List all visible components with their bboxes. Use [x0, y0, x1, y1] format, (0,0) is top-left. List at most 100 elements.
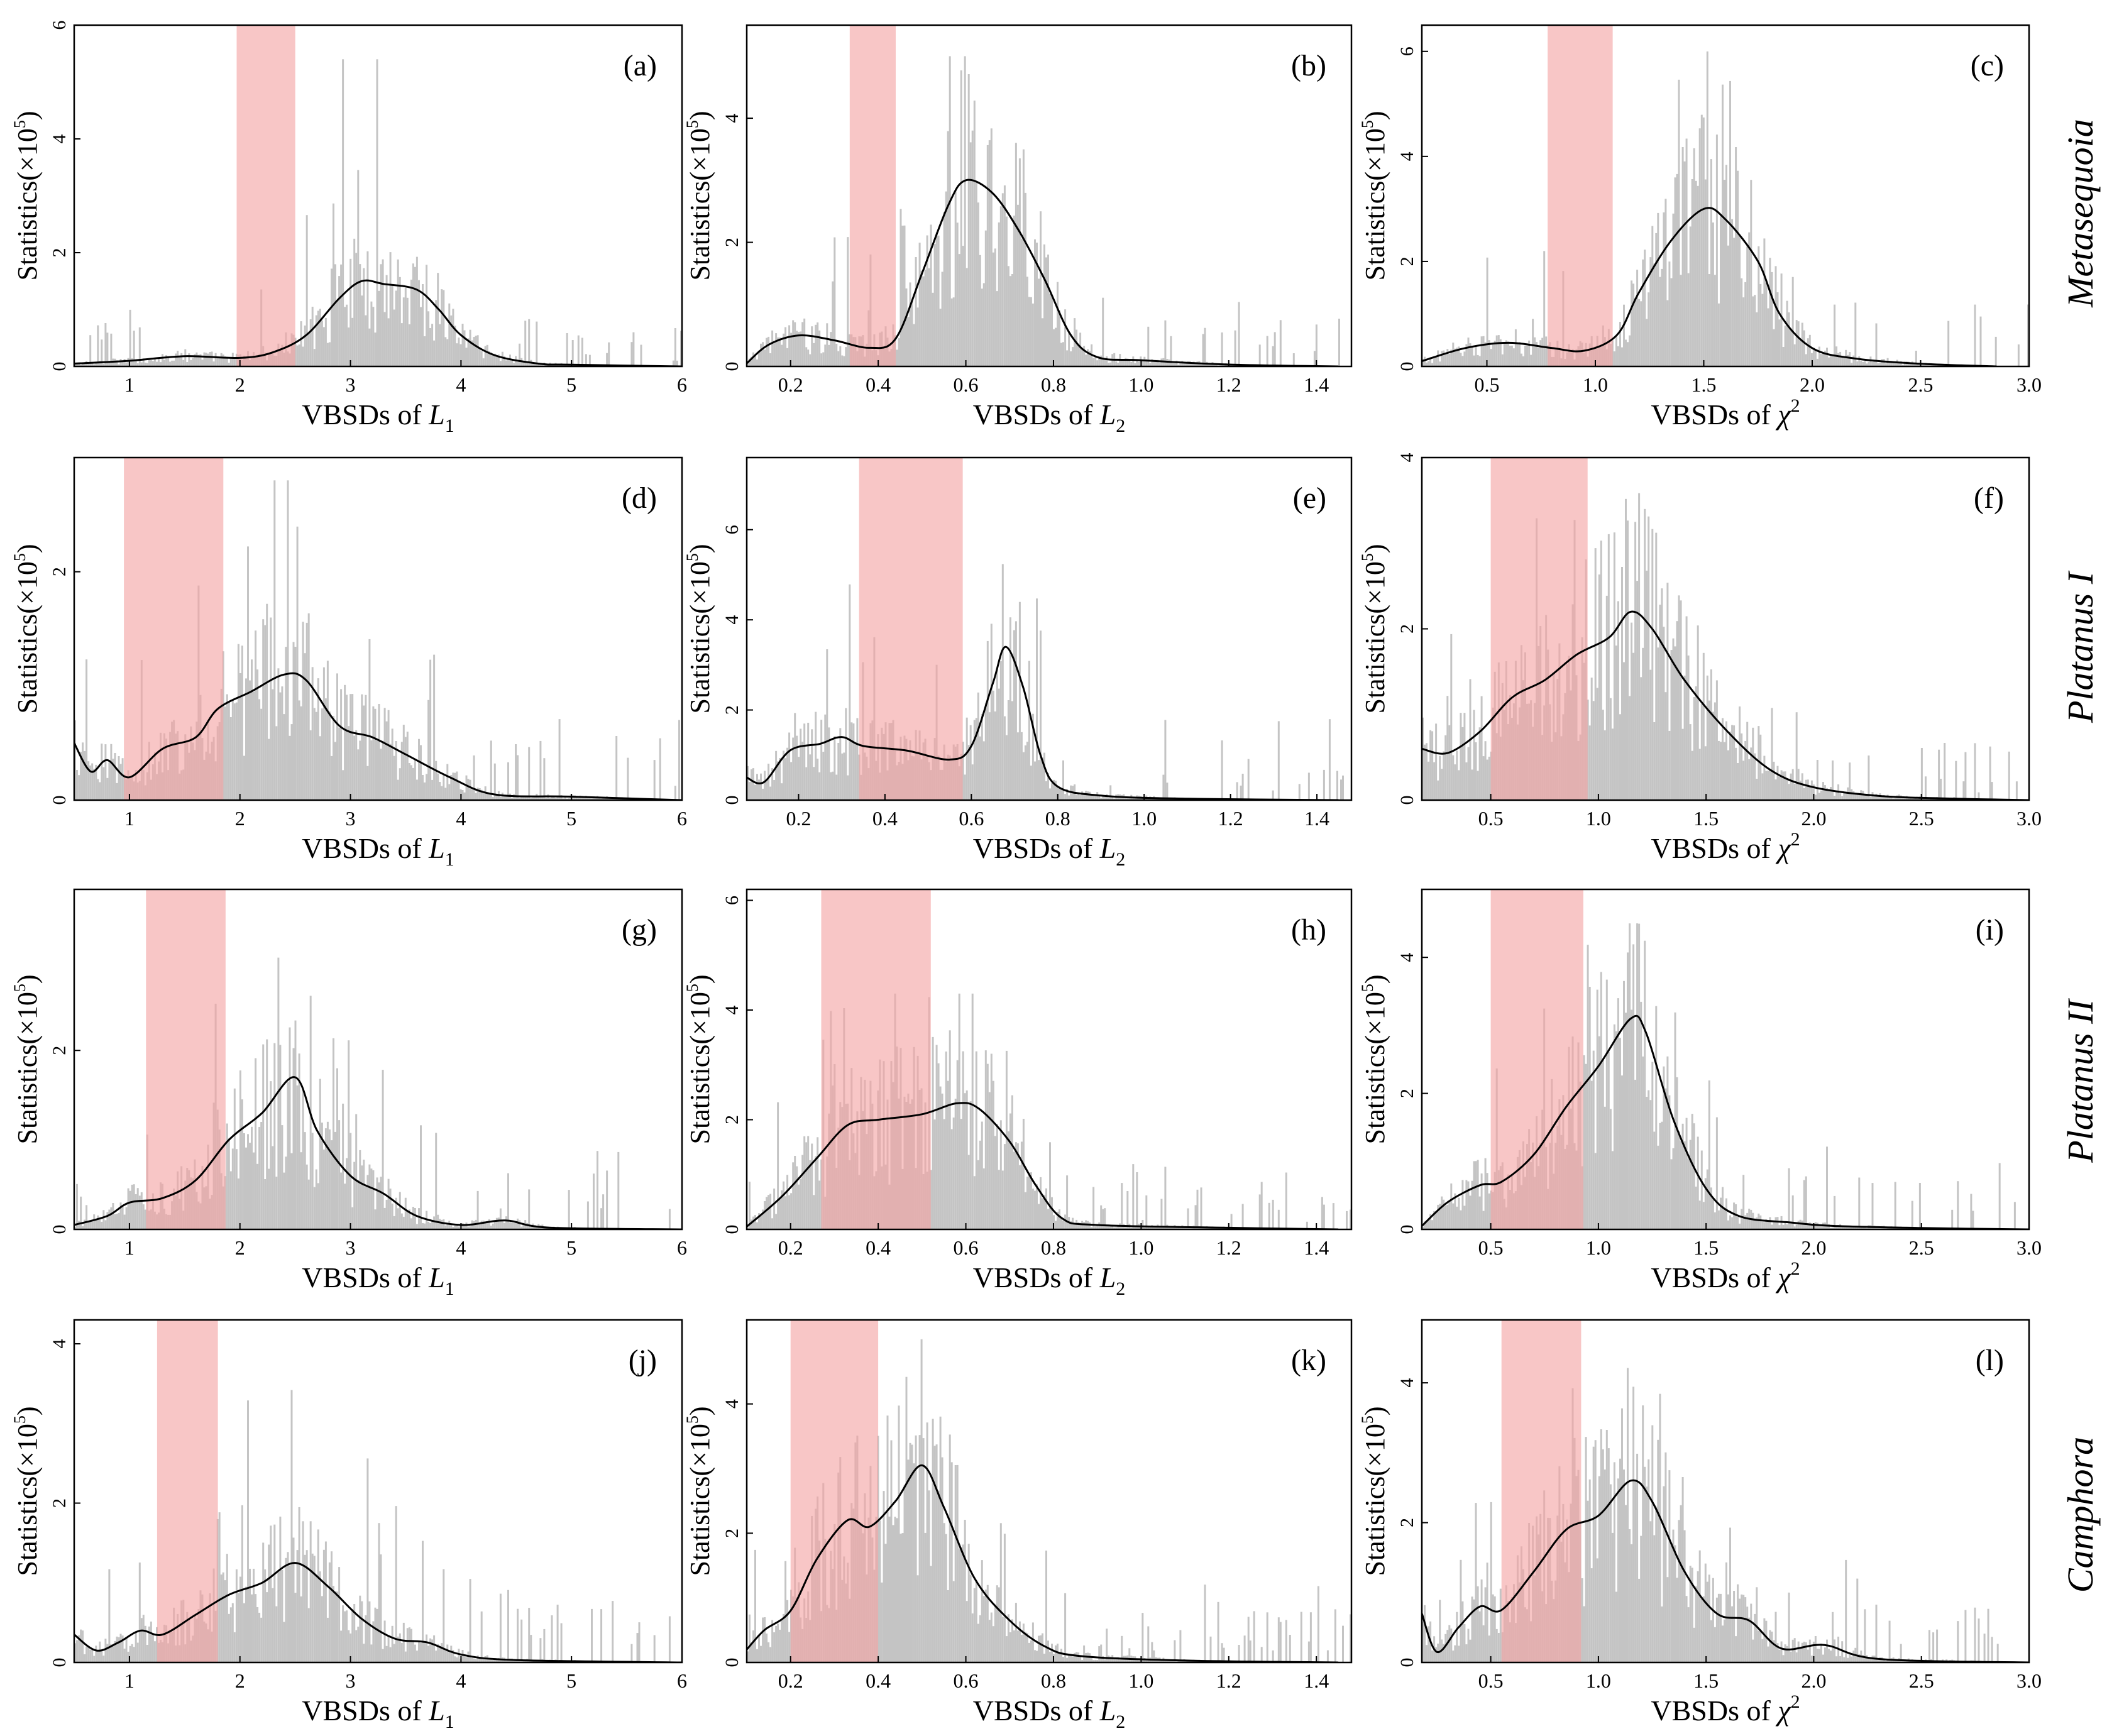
histogram-bar	[366, 1458, 368, 1662]
histogram-bar	[1731, 1607, 1733, 1662]
histogram-bar	[1701, 115, 1703, 366]
histogram-bar	[1862, 791, 1864, 800]
histogram-bar	[104, 1639, 106, 1662]
histogram-bar	[1735, 1636, 1737, 1662]
y-axis-label-close: )	[12, 974, 43, 984]
x-axis-subscript: 2	[1116, 415, 1125, 436]
histogram-bar	[251, 659, 253, 800]
histogram-bar	[942, 1094, 943, 1229]
histogram-bar	[1475, 1161, 1477, 1229]
histogram-bar	[1716, 135, 1718, 366]
histogram-bar	[979, 1615, 981, 1662]
y-axis-label: Statistics(×105)	[683, 1406, 715, 1576]
histogram-bar	[1593, 1447, 1595, 1662]
x-axis-superscript: 2	[1791, 829, 1800, 850]
histogram-bar	[813, 1195, 815, 1229]
histogram-bar	[424, 1224, 426, 1229]
histogram-bar	[1424, 745, 1426, 800]
histogram-bar	[1668, 1096, 1670, 1229]
histogram-bar	[1731, 1217, 1733, 1229]
histogram-bar	[993, 691, 994, 800]
histogram-bar	[154, 1641, 156, 1662]
x-axis-symbol: χ	[1775, 398, 1791, 431]
histogram-bar	[329, 1563, 331, 1662]
histogram-bar	[1461, 727, 1463, 800]
histogram-bar	[384, 1620, 386, 1662]
histogram-bar	[1794, 1638, 1796, 1662]
histogram-bar	[991, 624, 993, 800]
histogram-bar	[1785, 326, 1786, 366]
histogram-bar	[357, 1627, 359, 1662]
histogram-bar	[1758, 1214, 1759, 1229]
histogram-bar	[993, 1626, 994, 1662]
histogram-bar	[490, 740, 492, 800]
y-axis-label-close: )	[1360, 111, 1390, 120]
histogram-bar	[1974, 1608, 1976, 1662]
histogram-bar	[84, 1654, 85, 1662]
histogram-bar	[600, 1208, 602, 1229]
histogram-bar	[784, 327, 786, 367]
histogram-bar	[270, 618, 272, 801]
histogram-bar	[429, 1639, 431, 1662]
histogram-bar	[1524, 346, 1526, 366]
histogram-bar	[1820, 354, 1822, 366]
histogram-bar	[1805, 780, 1807, 800]
histogram-bar	[1699, 749, 1701, 800]
histogram-bar	[1737, 1585, 1739, 1662]
histogram-bar	[1494, 341, 1496, 366]
histogram-bar	[1513, 348, 1515, 366]
histogram-bar	[325, 698, 327, 800]
histogram-bar	[817, 322, 818, 366]
histogram-bar	[960, 70, 962, 366]
histogram-bar	[401, 1643, 403, 1662]
histogram-bar	[993, 1081, 994, 1229]
histogram-bar	[427, 311, 429, 366]
x-tick-label: 0.5	[1478, 1669, 1504, 1692]
histogram-bar	[226, 695, 228, 800]
histogram-bar	[312, 1554, 314, 1662]
histogram-bar	[106, 778, 108, 800]
histogram-bar	[359, 740, 361, 800]
plot-area	[1422, 458, 2029, 800]
x-tick-label: 1.2	[1216, 1669, 1241, 1692]
histogram-bar	[1663, 627, 1664, 800]
histogram-bar	[900, 209, 902, 367]
x-axis-subscript: 2	[1116, 849, 1125, 870]
histogram-bar	[517, 1609, 519, 1662]
histogram-bar	[1450, 634, 1452, 800]
histogram-bar	[769, 353, 771, 366]
histogram-bar	[1197, 1190, 1199, 1229]
histogram-bar	[925, 1533, 927, 1662]
histogram-bar	[238, 1593, 239, 1662]
x-axis-symbol: L	[428, 832, 445, 864]
histogram-bar	[1680, 600, 1682, 800]
histogram-bar	[426, 1635, 427, 1663]
histogram-bar	[566, 333, 568, 366]
histogram-bar	[1481, 1579, 1483, 1662]
x-tick-label: 3.0	[2016, 807, 2042, 830]
histogram-bar	[1009, 276, 1011, 366]
histogram-bar	[749, 1182, 751, 1229]
histogram-bar	[2008, 752, 2010, 800]
histogram-bar	[372, 1170, 374, 1229]
x-tick-label: 2.0	[1801, 1669, 1826, 1692]
histogram-bar	[1500, 1589, 1502, 1662]
histogram-bar	[466, 1222, 468, 1229]
plot-area	[1422, 1320, 2029, 1662]
histogram-bar	[833, 238, 835, 366]
histogram-bar	[1631, 1544, 1632, 1662]
histogram-bar	[1488, 1194, 1490, 1229]
histogram-bar	[462, 324, 464, 366]
histogram-bar	[405, 737, 407, 801]
x-axis-label: VBSDs of L1	[302, 398, 454, 436]
histogram-bar	[1460, 1560, 1461, 1662]
histogram-bar	[1826, 1146, 1828, 1229]
histogram-bar	[1006, 735, 1008, 800]
histogram-bar	[1623, 662, 1625, 801]
histogram-bar	[830, 772, 832, 800]
histogram-bar	[283, 1622, 285, 1663]
histogram-bar	[1807, 779, 1809, 800]
histogram-bar	[1040, 1635, 1042, 1662]
histogram-bar	[101, 1222, 102, 1229]
